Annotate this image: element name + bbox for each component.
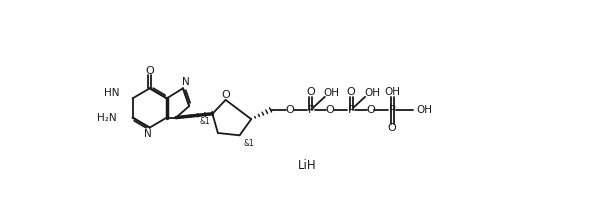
Text: O: O (221, 89, 230, 100)
Text: OH: OH (324, 88, 340, 98)
Text: &1: &1 (244, 139, 254, 147)
Text: O: O (347, 87, 356, 97)
Text: &1: &1 (199, 117, 210, 126)
Text: O: O (306, 87, 315, 97)
Text: O: O (388, 123, 396, 133)
Text: N: N (144, 129, 152, 139)
Text: OH: OH (416, 105, 432, 115)
Text: LiH: LiH (297, 159, 316, 172)
Text: O: O (366, 105, 375, 115)
Text: P: P (308, 105, 314, 115)
Text: H₂N: H₂N (98, 113, 117, 123)
Text: HN: HN (104, 88, 119, 98)
Text: P: P (348, 105, 355, 115)
Text: O: O (145, 66, 154, 76)
Text: P: P (389, 105, 396, 115)
Text: OH: OH (384, 87, 401, 97)
Text: OH: OH (364, 88, 380, 98)
Text: N: N (182, 77, 190, 87)
Text: O: O (326, 105, 334, 115)
Text: O: O (285, 105, 294, 115)
